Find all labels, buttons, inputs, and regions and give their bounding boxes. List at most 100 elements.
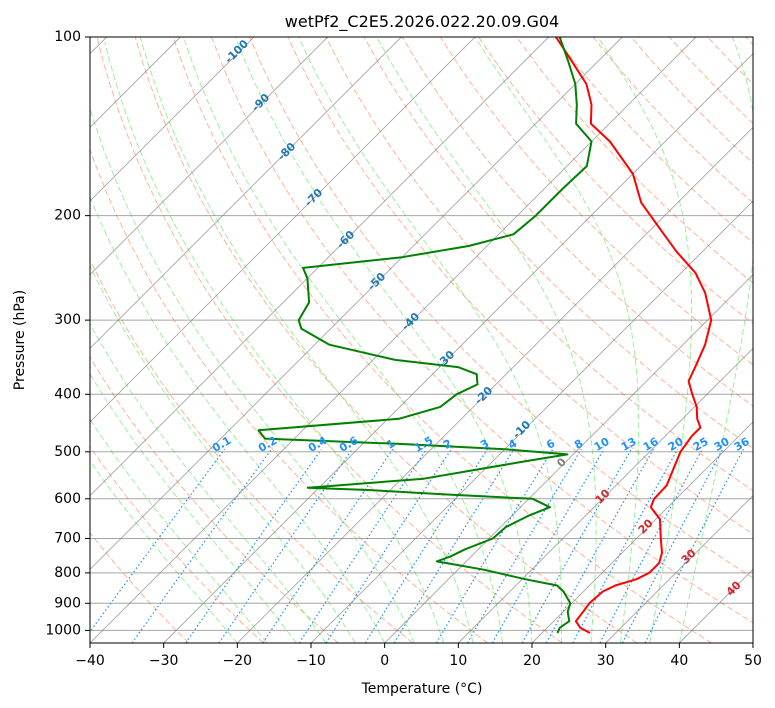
- line-labels: -100-90-80-70-60-50-40-30-20-1000.1 0.2 0.…: [210, 37, 752, 599]
- x-tick-label: 40: [670, 653, 688, 669]
- mixing-ratio-label: 25: [691, 435, 711, 454]
- temperature-profile: [555, 37, 713, 634]
- isotherm-label: -70: [302, 186, 325, 209]
- x-axis: −40 −30 −20 −10 0 10 20 30 40 50: [75, 643, 762, 669]
- y-axis-label: Pressure (hPa): [12, 290, 28, 390]
- plot-frame: [89, 36, 754, 644]
- y-tick-label: 700: [54, 531, 81, 547]
- chart-title: wetPf2_C2E5.2026.022.20.09.G04: [285, 12, 559, 32]
- isotherm-label: -20: [472, 384, 495, 407]
- y-tick-label: 900: [54, 595, 81, 611]
- moist-adiabat: [597, 37, 693, 643]
- mixing-ratio-line: [466, 448, 582, 643]
- isotherm-line: [90, 37, 476, 423]
- mixing-ratio-line: [185, 448, 322, 643]
- x-tick-label: 20: [523, 653, 541, 669]
- mixing-ratio-label: 2: [441, 437, 454, 452]
- moist-adiabat: [139, 37, 474, 643]
- isotherm-line: [90, 37, 697, 643]
- isotherm-label: -30: [434, 348, 457, 371]
- mixing-ratio-line: [262, 448, 394, 643]
- moist-adiabat: [474, 37, 640, 643]
- dry-adiabat: [90, 445, 264, 643]
- grid-lines: [90, 37, 753, 643]
- x-tick-label: 30: [597, 653, 615, 669]
- isotherm-label: 0: [554, 455, 569, 470]
- mixing-ratio-line: [218, 448, 353, 643]
- x-tick-label: −10: [296, 653, 326, 669]
- isotherm-line: [237, 126, 753, 643]
- isotherm-line: [531, 421, 753, 643]
- y-tick-label: 200: [54, 208, 81, 224]
- dry-adiabat: [516, 37, 753, 284]
- isotherm-line: [90, 37, 549, 497]
- mixing-ratio-line: [298, 448, 428, 643]
- moist-adiabat: [90, 195, 386, 643]
- moist-adiabat: [90, 265, 356, 643]
- x-tick-label: 0: [380, 653, 389, 669]
- isotherm-line: [310, 200, 753, 643]
- moist-adiabat: [298, 37, 563, 643]
- mixing-ratio-line: [90, 448, 226, 633]
- y-axis: 100 200 300 400 500 600 700 800 900 1000: [45, 29, 90, 638]
- dry-adiabat: [745, 37, 753, 46]
- moist-adiabat: [90, 460, 238, 643]
- dry-adiabat: [211, 37, 753, 624]
- x-tick-label: −30: [149, 653, 179, 669]
- dry-adiabat: [249, 37, 753, 579]
- isotherm-line: [163, 53, 753, 643]
- isotherm-label: -40: [399, 310, 422, 333]
- x-tick-label: 10: [449, 653, 467, 669]
- moist-adiabat: [90, 373, 297, 643]
- mixing-ratio-line: [491, 448, 605, 643]
- isotherm-line: [752, 642, 753, 643]
- isotherm-label: -50: [365, 270, 388, 293]
- dry-adiabat: [439, 37, 753, 366]
- y-tick-label: 400: [54, 386, 81, 402]
- dry-adiabat: [96, 37, 563, 643]
- x-axis-label: Temperature (°C): [361, 681, 483, 697]
- dry-adiabat: [172, 37, 712, 643]
- y-tick-label: 800: [54, 565, 81, 581]
- dry-adiabat: [478, 37, 753, 325]
- y-tick-label: 600: [54, 491, 81, 507]
- dry-adiabat: [90, 531, 190, 643]
- dry-adiabat: [90, 355, 339, 643]
- moist-adiabat: [90, 418, 268, 643]
- dry-adiabat: [90, 148, 488, 643]
- isotherm-line: [458, 347, 753, 643]
- mixing-ratio-line: [435, 448, 554, 643]
- mixing-ratio-line: [325, 448, 452, 643]
- y-tick-label: 100: [54, 29, 81, 45]
- moist-adiabat: [376, 37, 597, 643]
- mixing-ratio-line: [644, 448, 745, 643]
- moist-adiabat: [183, 37, 503, 643]
- mixing-ratio-label: 36: [732, 435, 752, 454]
- mixing-ratio-line: [393, 448, 515, 643]
- isotherm-line: [90, 37, 402, 349]
- isotherm-line: [605, 495, 753, 643]
- y-tick-label: 1000: [45, 622, 81, 638]
- isotherm-line: [90, 37, 255, 202]
- dry-adiabat: [401, 37, 753, 407]
- isotherm-label: -100: [222, 37, 251, 66]
- dewpoint-profile: [257, 37, 593, 634]
- dry-adiabat: [90, 258, 414, 643]
- mixing-ratio-line: [364, 448, 488, 643]
- x-tick-label: −20: [223, 653, 253, 669]
- profiles: [257, 37, 713, 634]
- mixing-ratio-label: 30: [712, 435, 732, 454]
- isotherm-line: [90, 37, 328, 276]
- y-tick-label: 300: [54, 312, 81, 328]
- x-tick-label: 50: [744, 653, 762, 669]
- moist-adiabat: [90, 106, 415, 643]
- mixing-ratio-line: [621, 448, 724, 643]
- dry-adiabat: [134, 37, 638, 643]
- x-tick-label: −40: [75, 653, 105, 669]
- isotherm-label: -10: [510, 418, 533, 441]
- mixing-ratio-label: 10: [592, 435, 612, 454]
- moist-adiabat: [104, 41, 445, 643]
- mixing-ratio-line: [572, 448, 679, 643]
- mixing-ratio-label: 16: [641, 435, 661, 454]
